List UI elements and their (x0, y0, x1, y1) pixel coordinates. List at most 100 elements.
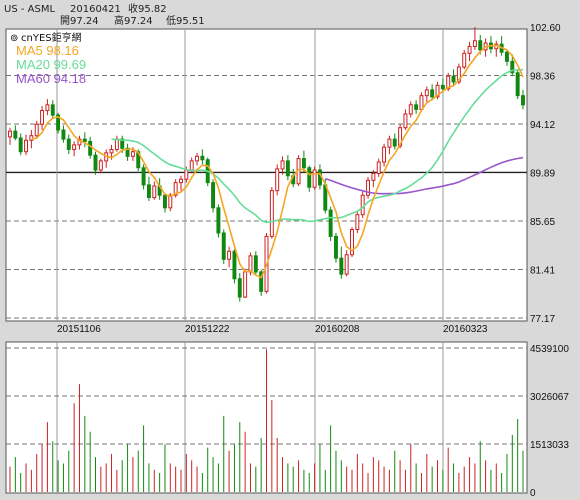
candle-body (350, 229, 354, 256)
candle-body (50, 104, 55, 116)
candle-body (510, 60, 515, 74)
price-x-tick: 20160208 (315, 324, 360, 335)
candle-body (253, 255, 258, 273)
candle-body (446, 75, 451, 90)
candle-body (18, 137, 23, 153)
candle-body (13, 130, 18, 139)
candle-body (200, 155, 205, 161)
candle-body (82, 138, 87, 142)
candle-body (408, 104, 413, 115)
price-y-tick: 81.41 (530, 265, 555, 276)
candle-body (521, 95, 525, 106)
candle-body (98, 160, 103, 171)
candle-body (355, 214, 360, 231)
candle-body (515, 72, 520, 97)
symbol-label: US - ASML (4, 4, 55, 15)
legend-entry: MA20 99.69 (16, 57, 86, 72)
candlestick-series (8, 27, 525, 302)
candle-body (248, 255, 253, 273)
candle-body (451, 75, 456, 83)
candle-body (184, 169, 189, 180)
price-y-tick: 98.36 (530, 72, 555, 83)
price-y-tick: 89.89 (530, 168, 555, 179)
candle-body (440, 84, 445, 90)
candle-body (173, 182, 178, 196)
candle-body (109, 148, 114, 154)
volume-y-tick: 4539100 (530, 344, 569, 355)
candle-body (8, 130, 12, 138)
candle-body (472, 40, 477, 47)
candle-body (141, 167, 146, 186)
candle-body (88, 140, 93, 156)
candle-body (275, 168, 280, 192)
candle-body (430, 89, 435, 98)
ma60-line (325, 156, 524, 195)
candle-body (195, 155, 200, 162)
price-x-tick: 20160323 (443, 324, 488, 335)
candle-body (61, 129, 66, 140)
candle-body (371, 172, 376, 181)
candle-body (467, 45, 472, 54)
price-y-tick: 77.17 (530, 314, 555, 325)
candle-body (269, 190, 274, 237)
candle-body (237, 278, 242, 298)
candle-body (333, 235, 338, 259)
candle-body (232, 250, 237, 280)
volume-y-tick: 0 (530, 488, 536, 499)
candle-body (478, 40, 483, 51)
candle-body (77, 138, 82, 146)
legend-entry: MA5 98.16 (16, 43, 79, 58)
price-x-tick: 20151222 (185, 324, 230, 335)
high-label: 高97.24 (114, 14, 153, 27)
price-y-tick: 102.60 (530, 23, 561, 34)
candle-body (243, 271, 248, 298)
candle-body (328, 209, 333, 237)
candle-body (211, 182, 216, 209)
price-y-tick: 85.65 (530, 217, 555, 228)
candle-body (392, 138, 397, 147)
candle-body (382, 146, 387, 163)
candle-body (24, 139, 29, 153)
close-label: 收95.82 (128, 2, 167, 15)
candle-body (40, 110, 45, 125)
candle-body (34, 123, 39, 137)
volume-y-tick: 3026067 (530, 392, 569, 403)
candle-body (146, 184, 151, 199)
low-label: 低95.51 (166, 14, 205, 27)
candle-body (29, 135, 34, 141)
candle-body (280, 160, 285, 170)
candle-body (403, 113, 408, 129)
candle-body (424, 89, 429, 97)
legend-entry: MA60 94.18 (16, 71, 86, 86)
date-label: 20160421 (70, 4, 121, 15)
brand-label: cnYES鉅亨網 (21, 31, 82, 44)
candle-body (125, 147, 130, 157)
ma5-line (31, 44, 524, 279)
price-x-axis: 20151106 20151222 20160208 20160323 (57, 324, 488, 335)
candle-body (120, 138, 125, 149)
candle-body (360, 194, 365, 216)
candle-body (45, 104, 50, 112)
candle-body (130, 151, 135, 157)
copyright-icon: ⊚ (10, 33, 18, 44)
candle-body (285, 160, 290, 177)
candle-body (387, 138, 392, 148)
candle-body (419, 95, 424, 110)
volume-y-tick: 1513033 (530, 440, 569, 451)
candle-body (162, 194, 167, 209)
candle-body (56, 114, 61, 131)
candle-body (344, 254, 349, 275)
candle-body (312, 169, 317, 188)
candle-body (307, 167, 312, 188)
candle-body (114, 138, 119, 150)
price-y-tick: 94.12 (530, 120, 555, 131)
candle-body (227, 250, 232, 260)
candle-body (317, 169, 322, 186)
candle-body (366, 179, 371, 196)
moving-average-lines (31, 44, 524, 279)
candle-body (93, 154, 98, 171)
volume-y-axis: 4539100 3026067 1513033 0 (530, 344, 569, 499)
